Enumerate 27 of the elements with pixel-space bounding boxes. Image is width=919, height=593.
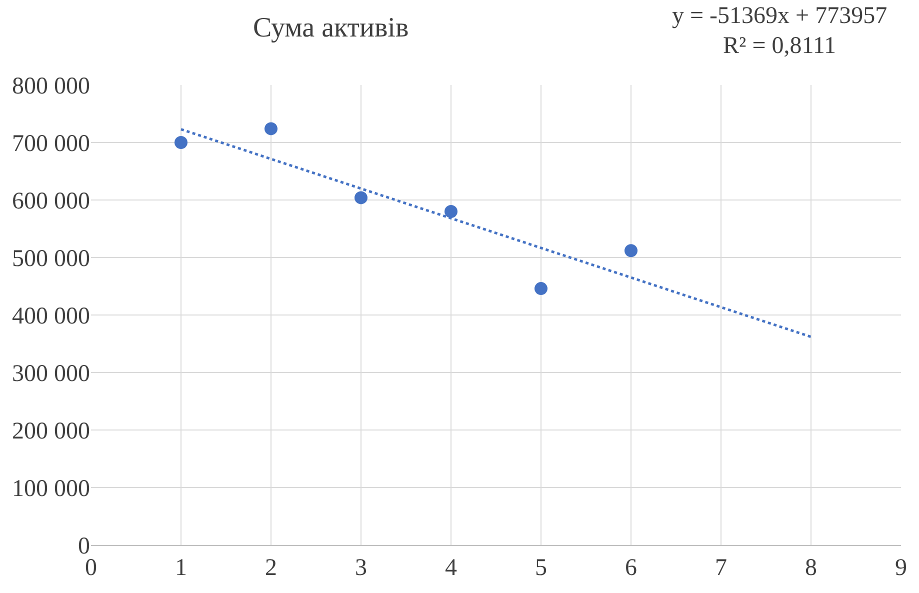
y-tick-label: 300 000 — [12, 360, 90, 387]
x-tick-label: 6 — [625, 554, 637, 581]
point — [444, 205, 458, 218]
y-tick-label: 100 000 — [12, 476, 90, 502]
x-tick-label: 4 — [445, 554, 457, 581]
point — [354, 191, 368, 204]
x-tick-label: 5 — [535, 554, 547, 581]
point — [534, 282, 548, 296]
y-tick-label: 600 000 — [12, 188, 90, 214]
y-tick-label: 200 000 — [12, 418, 90, 444]
text: y = -51369x + 773957 — [672, 3, 888, 29]
y-tick-label: 0 — [78, 533, 90, 560]
chart-title: Сума активів — [253, 12, 409, 44]
y-tick-label: 700 000 — [12, 130, 90, 157]
x-tick-label: 2 — [265, 554, 277, 581]
x-tick-label: 9 — [895, 554, 907, 581]
x-tick-label: 8 — [805, 554, 817, 581]
x-tick-label: 3 — [355, 554, 367, 581]
x-tick-label: 7 — [715, 554, 727, 581]
y-tick-label: 800 000 — [12, 73, 90, 100]
text: R² = 0,8111 — [723, 33, 836, 59]
y-tick-label: 400 000 — [12, 303, 90, 330]
point — [174, 136, 188, 149]
x-tick-label: 1 — [175, 554, 187, 581]
point — [624, 244, 638, 258]
y-tick-label: 500 000 — [12, 246, 90, 272]
point — [264, 122, 278, 136]
